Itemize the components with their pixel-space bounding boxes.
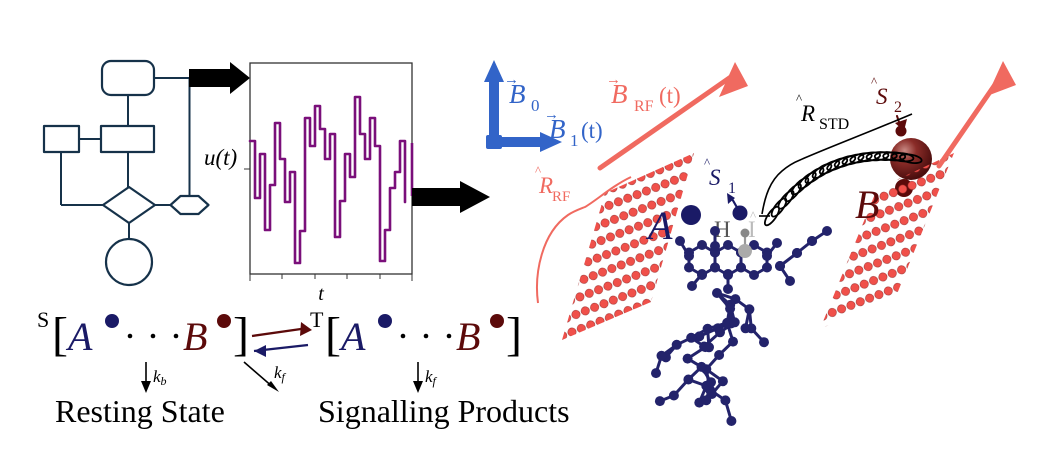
svg-text:A: A bbox=[645, 203, 673, 248]
svg-text:S: S bbox=[709, 165, 721, 190]
svg-text:RF: RF bbox=[552, 189, 570, 205]
svg-text:0: 0 bbox=[531, 96, 540, 115]
svg-text:t: t bbox=[318, 283, 324, 305]
svg-text:A: A bbox=[65, 314, 93, 359]
svg-text:B: B bbox=[855, 182, 879, 227]
svg-text:^: ^ bbox=[871, 74, 877, 89]
svg-text:[: [ bbox=[325, 308, 341, 361]
svg-text:→: → bbox=[606, 72, 621, 88]
svg-text:Signalling Products: Signalling Products bbox=[318, 393, 570, 429]
svg-text:]: ] bbox=[506, 308, 522, 361]
svg-text:kb: kb bbox=[153, 367, 167, 388]
svg-text:Resting State: Resting State bbox=[55, 393, 225, 429]
svg-text:→: → bbox=[504, 72, 519, 88]
svg-text:^: ^ bbox=[750, 208, 756, 223]
svg-text:kf: kf bbox=[274, 363, 287, 384]
svg-text:u(t): u(t) bbox=[204, 145, 237, 170]
svg-text:→: → bbox=[544, 107, 559, 123]
svg-text:S: S bbox=[37, 307, 49, 332]
svg-text:T: T bbox=[310, 307, 324, 332]
svg-text:S: S bbox=[876, 84, 888, 109]
svg-text:^: ^ bbox=[535, 163, 541, 178]
svg-text:A: A bbox=[338, 314, 366, 359]
svg-text:B: B bbox=[456, 314, 480, 359]
svg-text:B: B bbox=[183, 314, 207, 359]
svg-text:(t): (t) bbox=[659, 83, 681, 108]
svg-text:^: ^ bbox=[796, 91, 802, 106]
svg-text:[: [ bbox=[52, 308, 68, 361]
svg-text:1: 1 bbox=[570, 131, 579, 150]
svg-text:kf: kf bbox=[425, 367, 438, 388]
svg-text:R: R bbox=[800, 101, 815, 126]
svg-text:2: 2 bbox=[894, 99, 902, 116]
svg-text:STD: STD bbox=[819, 116, 849, 133]
svg-text:(t): (t) bbox=[581, 118, 603, 143]
svg-text:]: ] bbox=[233, 308, 249, 361]
svg-text:^: ^ bbox=[704, 155, 710, 170]
svg-text:RF: RF bbox=[634, 98, 654, 115]
